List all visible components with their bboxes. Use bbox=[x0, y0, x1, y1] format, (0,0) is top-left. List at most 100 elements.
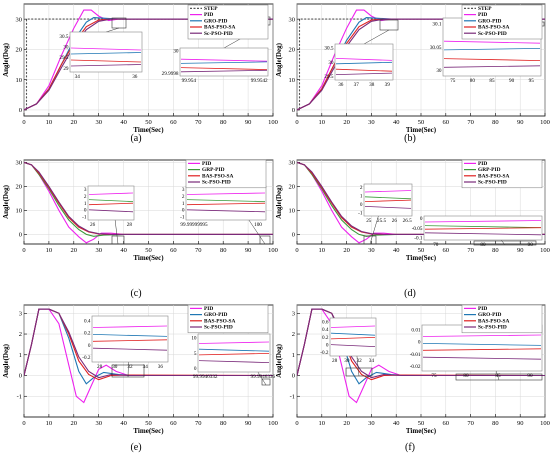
legend-entry: GRP-PID bbox=[478, 167, 501, 173]
x-tick-label: 20 bbox=[343, 247, 350, 254]
x-tick-label: 80 bbox=[220, 420, 227, 427]
y-axis-label: Angle(Deg) bbox=[2, 42, 10, 76]
legend-box bbox=[461, 159, 543, 189]
y-tick-label: 0 bbox=[19, 107, 22, 114]
inset-x-tick-label: 37 bbox=[354, 82, 360, 88]
y-tick-label: 0 bbox=[292, 107, 295, 114]
legend-entry: PID bbox=[204, 306, 213, 312]
legend-entry: Sc-PSO-PID bbox=[478, 325, 507, 331]
y-tick-label: -1 bbox=[17, 393, 22, 400]
inset-series-line bbox=[198, 348, 270, 352]
inset-series-line bbox=[92, 334, 168, 337]
legend-entry: BAS-PSO-SA bbox=[204, 25, 236, 31]
x-tick-label: 90 bbox=[517, 119, 524, 126]
y-tick-label: 10 bbox=[16, 208, 23, 215]
x-tick-label: 30 bbox=[368, 247, 375, 254]
legend-box bbox=[187, 304, 269, 334]
inset-y-tick-label: 3 bbox=[84, 187, 87, 193]
inset-series-line bbox=[88, 209, 134, 213]
inset-series-line bbox=[330, 332, 376, 336]
y-tick-label: 10 bbox=[289, 77, 296, 84]
inset-y-tick-label: 0 bbox=[194, 366, 197, 372]
inset-x-tick-label: 28 bbox=[127, 222, 133, 228]
inset-x-tick-label: 34 bbox=[369, 358, 375, 364]
zoom-connector bbox=[105, 27, 120, 33]
x-tick-label: 30 bbox=[95, 119, 102, 126]
inset-series-line bbox=[424, 232, 542, 236]
inset-series-line bbox=[422, 343, 542, 346]
x-tick-label: 10 bbox=[319, 420, 326, 427]
inset-series-line bbox=[364, 190, 412, 193]
y-tick-label: 3 bbox=[292, 310, 295, 317]
inset-series-line bbox=[330, 325, 376, 328]
y-tick-label: 10 bbox=[289, 208, 296, 215]
x-tick-label: 30 bbox=[95, 420, 102, 427]
x-tick-label: 70 bbox=[467, 420, 474, 427]
inset-frame bbox=[329, 317, 377, 357]
x-tick-label: 80 bbox=[492, 247, 499, 254]
inset-y-tick-label: 0 bbox=[420, 216, 423, 222]
y-tick-label: 0 bbox=[19, 232, 22, 239]
inset-series-line bbox=[180, 69, 268, 73]
inset-y-tick-label: 29.9998 bbox=[162, 71, 179, 77]
chart-panel-4: 0 10 20 30 40 50 60 70 80 90 1000102030Time(Sec)An… bbox=[275, 159, 550, 299]
inset-plot: 36 37 38 39 30.5 30 29.5 bbox=[324, 43, 394, 88]
legend-box bbox=[461, 304, 543, 334]
inset-series-line bbox=[330, 337, 376, 340]
x-tick-label: 100 bbox=[540, 247, 550, 254]
x-tick-label: 20 bbox=[343, 420, 350, 427]
inset-x-tick-label: 28 bbox=[332, 358, 338, 364]
inset-x-tick-label: 75 bbox=[450, 78, 456, 84]
x-tick-label: 100 bbox=[540, 119, 550, 126]
x-tick-label: 40 bbox=[120, 247, 127, 254]
inset-y-tick-label: 5 bbox=[194, 351, 197, 357]
inset-series-line bbox=[424, 225, 542, 228]
inset-x-tick-label: 99.99999995 bbox=[180, 222, 208, 228]
inset-series-line bbox=[335, 72, 393, 75]
y-tick-label: 0 bbox=[292, 373, 295, 380]
x-tick-label: 90 bbox=[245, 119, 252, 126]
x-tick-label: 40 bbox=[120, 119, 127, 126]
panel-caption: (b) bbox=[404, 133, 416, 144]
x-tick-label: 0 bbox=[295, 119, 298, 126]
x-tick-label: 50 bbox=[145, 247, 152, 254]
inset-x-tick-label: 100 bbox=[254, 222, 262, 228]
inset-x-tick-label: 90 bbox=[527, 373, 533, 379]
inset-x-tick-label: 28 bbox=[97, 364, 103, 370]
legend-entry: PID bbox=[204, 12, 213, 18]
inset-series-line bbox=[424, 227, 542, 230]
inset-y-tick-label: 1 bbox=[182, 201, 185, 207]
inset-series-line bbox=[330, 344, 376, 347]
x-tick-label: 10 bbox=[46, 420, 53, 427]
inset-y-tick-label: -1 bbox=[358, 211, 363, 217]
y-tick-label: 3 bbox=[19, 310, 22, 317]
inset-series-line bbox=[70, 47, 142, 51]
x-tick-label: 80 bbox=[492, 119, 499, 126]
inset-plot: 75 80 85 90 0.01 0 -0.01 -0.02 bbox=[410, 324, 543, 379]
x-axis-label: Time(Sec) bbox=[406, 427, 437, 435]
inset-y-tick-label: 0 bbox=[182, 208, 185, 214]
x-tick-label: 70 bbox=[195, 247, 202, 254]
y-axis-label: Angle(Deg) bbox=[275, 42, 283, 76]
inset-series-line bbox=[92, 347, 168, 351]
x-tick-label: 0 bbox=[22, 119, 25, 126]
inset-series-line bbox=[443, 58, 541, 61]
inset-y-tick-label: -0.2 bbox=[320, 350, 329, 356]
x-tick-label: 80 bbox=[220, 247, 227, 254]
legend-entry: GRO-PID bbox=[204, 312, 227, 318]
legend-entry: STEP bbox=[478, 6, 492, 12]
legend-entry: BAS-PSO-SA bbox=[202, 173, 234, 179]
inset-series-line bbox=[335, 61, 393, 65]
inset-plot: 28 30 32 34 0.60.4 0.20 -0.2 bbox=[320, 317, 377, 364]
x-tick-label: 0 bbox=[295, 420, 298, 427]
x-tick-label: 80 bbox=[220, 119, 227, 126]
inset-y-tick-label: 29 bbox=[63, 66, 69, 72]
chart-panel-2: 0 10 20 30 40 50 60 70 80 90 100 0 10 20 30 Time(Sec) An… bbox=[275, 3, 550, 144]
panel-caption: (f) bbox=[405, 442, 415, 453]
series-line-sc-pso-pid bbox=[24, 308, 273, 379]
legend-entry: BAS-PSO-SA bbox=[478, 25, 510, 31]
